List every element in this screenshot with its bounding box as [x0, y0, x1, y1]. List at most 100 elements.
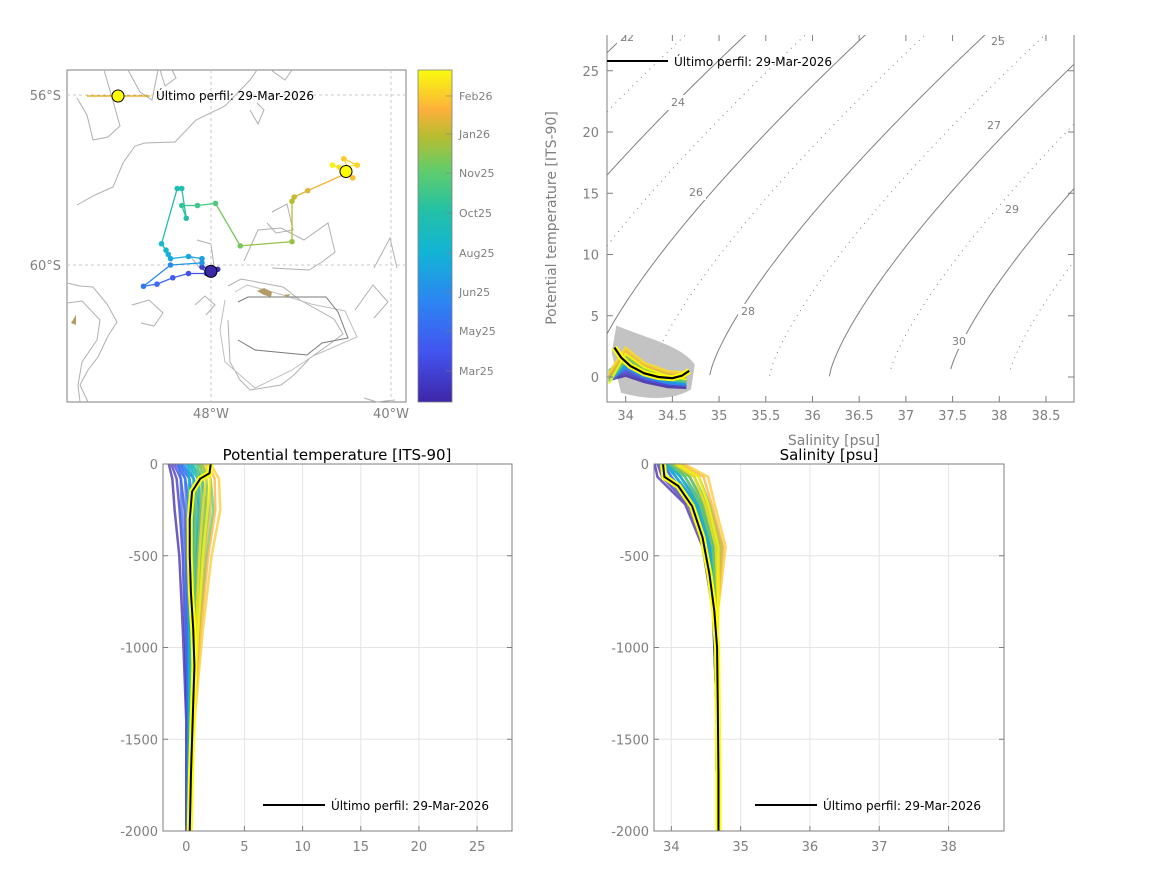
- track-segment: [170, 262, 203, 266]
- isopycnal: [649, 35, 926, 375]
- track-segment: [307, 173, 347, 192]
- track-segment: [156, 277, 173, 285]
- tp-xtick-label: 5: [240, 840, 248, 855]
- track-segment: [143, 264, 171, 287]
- ts-xtick-label: 38: [991, 409, 1008, 424]
- tp-ytick-label: -2000: [120, 825, 158, 840]
- ts-ytick-label: 20: [582, 126, 599, 141]
- colorbar-tick-label: Aug25: [459, 247, 494, 260]
- track-point: [194, 202, 201, 209]
- track-point: [185, 270, 192, 277]
- colorbar-tick-label: Mar25: [459, 365, 494, 378]
- track-point: [304, 187, 311, 194]
- colorbar-tick-label: May25: [459, 325, 496, 338]
- contour-label-bg: [738, 304, 758, 319]
- ts-ytick-label: 5: [591, 310, 599, 325]
- bathymetry-contours: [66, 69, 398, 403]
- contour-label-bg: [949, 334, 969, 349]
- tp-xtick-label: 0: [182, 840, 190, 855]
- colorbar-tick-label: Jun25: [458, 286, 490, 299]
- land-patches: [71, 288, 290, 325]
- colorbar: [417, 69, 453, 403]
- track-point: [237, 243, 244, 249]
- ts-ticks: 34 34.5 35 35.5 36 36.5 37 37.5 38 38.5 0 5 10 15 20 25: [582, 35, 1074, 424]
- sp-xtick-label: 37: [871, 840, 888, 855]
- sp-legend-label: Último perfil: 29-Mar-2026: [823, 798, 981, 813]
- contour-label-bg: [1002, 202, 1022, 217]
- contour-label: 30: [952, 335, 966, 348]
- ts-ytick-label: 15: [582, 187, 599, 202]
- track-point: [340, 155, 347, 162]
- track-point: [158, 240, 165, 247]
- isopycnal: [769, 35, 1046, 376]
- ts-profile: [608, 367, 687, 387]
- ts-diagram: 22 24 25 26 27 28 29 30 34 34.5 35 35.5 36 36.5 37 37.…: [544, 35, 1075, 449]
- tp-ytick-label: -1500: [120, 733, 158, 748]
- contour-label-bg: [988, 35, 1008, 49]
- ts-xtick-label: 35: [711, 409, 728, 424]
- ts-legend-label: Último perfil: 29-Mar-2026: [674, 54, 832, 69]
- ts-ytick-label: 10: [582, 249, 599, 264]
- temperature-profile-plot: 0 5 10 15 20 25 0 -500 -1000 -1500 -2000 Potential…: [120, 446, 513, 855]
- isopycnal: [607, 35, 807, 247]
- map-frame: [66, 69, 407, 403]
- ts-ytick-label: 25: [582, 65, 599, 80]
- ts-xtick-label: 36.5: [845, 409, 874, 424]
- track-point: [174, 185, 181, 192]
- density-contours: 22 24 25 26 27 28 29 30: [607, 35, 1074, 377]
- map-legend-label: Último perfil: 29-Mar-2026: [156, 88, 314, 103]
- ts-xlabel: Salinity [psu]: [788, 433, 880, 449]
- tp-ytick-label: -500: [128, 550, 158, 565]
- salinity-profile-plot: 34 35 36 37 38 0 -500 -1000 -1500 -2000 Salinity …: [611, 446, 1005, 855]
- contour-label-bg: [617, 35, 637, 45]
- ts-profile: [608, 372, 687, 388]
- contour-label: 28: [741, 305, 755, 318]
- ts-ylabel: Potential temperature [ITS-90]: [544, 111, 560, 325]
- track-point: [154, 281, 160, 287]
- isopycnal: [709, 35, 986, 376]
- float-track: [140, 155, 361, 290]
- ts-xtick-label: 37.5: [938, 409, 967, 424]
- track-point: [199, 260, 205, 266]
- sp-last-profile: [660, 463, 722, 831]
- sp-title: Salinity [psu]: [780, 446, 879, 464]
- track-point: [199, 255, 205, 262]
- sp-xtick-label: 34: [663, 840, 680, 855]
- track-segment: [240, 240, 293, 247]
- contour-label: 24: [671, 96, 685, 109]
- ts-xtick-label: 38.5: [1032, 409, 1061, 424]
- contour-label: 27: [987, 119, 1001, 132]
- track-point: [289, 198, 295, 205]
- track-point: [178, 202, 185, 209]
- sp-last-profile-line: [662, 463, 720, 831]
- ts-ytick-label: 0: [591, 371, 599, 386]
- map-legend: Último perfil: 29-Mar-2026: [87, 88, 314, 103]
- contour-label-bg: [984, 118, 1004, 133]
- map-legend-marker: [111, 89, 125, 103]
- track-point: [178, 185, 185, 192]
- sp-xtick-label: 36: [802, 840, 819, 855]
- sp-ticks: 34 35 36 37 38 0 -500 -1000 -1500 -2000: [611, 458, 1004, 855]
- sp-ytick-label: 0: [641, 458, 649, 473]
- track-point: [167, 262, 174, 268]
- ts-xtick-label: 34.5: [658, 409, 687, 424]
- sp-xtick-label: 35: [732, 840, 749, 855]
- track-segment: [214, 203, 241, 247]
- contour-label: 25: [991, 35, 1005, 48]
- colorbar-ticks: Feb26 Jan26 Nov25 Oct25 Aug25 Jun25 May25 Mar25: [446, 90, 496, 378]
- track-point: [289, 238, 295, 245]
- map-xtick-40W: 40°W: [373, 407, 409, 422]
- tp-xtick-label: 10: [294, 840, 311, 855]
- sp-ytick-label: -500: [619, 550, 649, 565]
- track-segment: [160, 188, 178, 244]
- colorbar-tick-label: Feb26: [459, 90, 492, 103]
- isopycnal: [607, 35, 866, 335]
- sp-ytick-label: -2000: [611, 825, 649, 840]
- tp-title: Potential temperature [ITS-90]: [223, 446, 452, 464]
- ts-last-profile: [611, 345, 691, 382]
- tp-ytick-label: -1000: [120, 642, 158, 657]
- ts-xtick-label: 35.5: [751, 409, 780, 424]
- track-point: [185, 253, 192, 260]
- track-point: [291, 194, 298, 200]
- track-point: [140, 283, 147, 290]
